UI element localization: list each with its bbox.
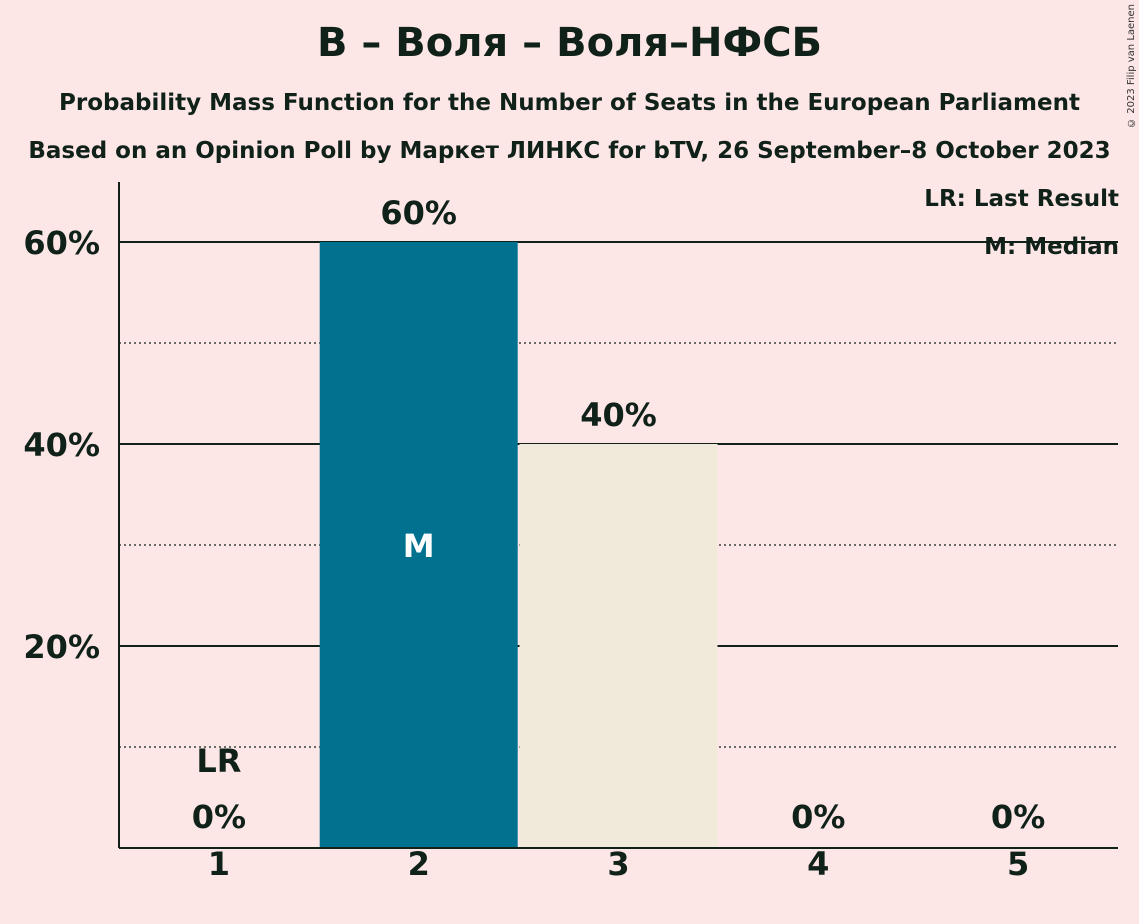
value-label-4: 0% (791, 798, 845, 836)
value-label-3: 40% (580, 396, 657, 434)
value-label-1: 0% (192, 798, 246, 836)
y-tick-label: 40% (23, 426, 100, 464)
y-tick-label: 20% (23, 628, 100, 666)
chart-title: В – Воля – Воля–НФСБ (316, 20, 823, 66)
y-tick-label: 60% (23, 224, 100, 262)
median-marker: M (403, 527, 435, 565)
bar-3 (519, 444, 718, 848)
x-tick-label-2: 2 (408, 845, 430, 883)
value-label-5: 0% (991, 798, 1045, 836)
value-label-2: 60% (380, 194, 457, 232)
chart-source: Based on an Opinion Poll by Маркет ЛИНКС… (28, 138, 1111, 164)
x-tick-label-1: 1 (208, 845, 230, 883)
legend-last-result: LR: Last Result (924, 186, 1119, 212)
x-tick-label-4: 4 (807, 845, 829, 883)
x-tick-label-3: 3 (607, 845, 629, 883)
chart-subtitle: Probability Mass Function for the Number… (59, 90, 1080, 116)
x-tick-label-5: 5 (1007, 845, 1029, 883)
bar-2 (319, 242, 518, 848)
legend-median: M: Median (984, 234, 1119, 260)
last-result-marker: LR (196, 742, 241, 780)
